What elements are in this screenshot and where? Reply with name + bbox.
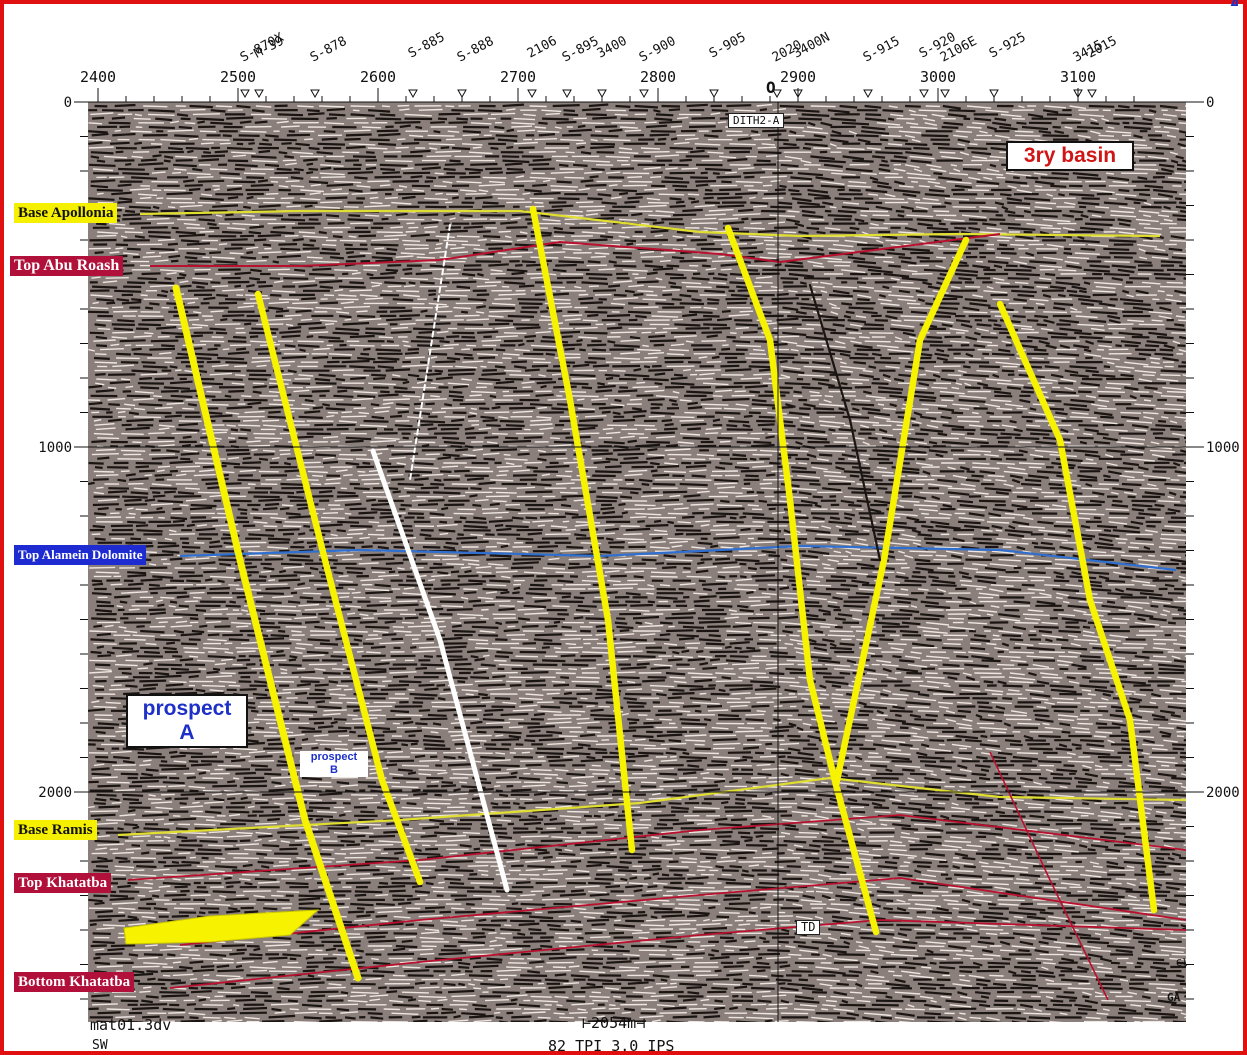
fault-6	[724, 224, 840, 789]
well-label-S-900: S-900	[637, 34, 679, 66]
td-tag: TD	[796, 920, 821, 935]
prospect-b-box: prospect B	[300, 751, 368, 777]
well-symbol	[408, 89, 418, 99]
well-symbol	[863, 89, 873, 99]
prospect-b-letter: B	[330, 764, 338, 776]
fault-5	[529, 205, 636, 854]
well-label-2015: 2015	[1085, 34, 1120, 62]
well-symbol	[989, 89, 999, 99]
right-tag-cl: Cl	[1176, 958, 1189, 969]
time-label-left-1000: 1000	[38, 440, 72, 456]
well-label-S-925: S-925	[987, 30, 1029, 62]
well-symbol	[709, 89, 719, 99]
fault-4-white-dashed	[409, 224, 451, 481]
well-symbol	[940, 89, 950, 99]
time-label-right-2000: 2000	[1206, 785, 1240, 801]
label-base-apollonia: Base Apollonia	[14, 203, 118, 223]
seismic-panel	[88, 102, 1186, 1022]
right-tag-ga: GA	[1167, 991, 1181, 1004]
horizon-base-apollonia	[139, 209, 1161, 238]
shotpoint-label-2700: 2700	[500, 68, 536, 86]
well-label-3400: 3400	[595, 34, 630, 62]
scale-bar-value: 2054m	[591, 1014, 637, 1032]
horizon-bottom-khatatba	[169, 919, 1186, 989]
fault-3-white	[370, 448, 510, 893]
well-label-S-915: S-915	[861, 34, 903, 66]
well-marker: O	[766, 78, 776, 97]
file-name: mat01.3dv	[90, 1016, 172, 1034]
well-symbol	[254, 89, 264, 99]
corner-mark: A	[1230, 0, 1240, 6]
prospect-a-letter: A	[179, 721, 195, 744]
fault-1	[172, 284, 362, 982]
well-symbol	[562, 89, 572, 99]
label-base-ramis: Base Ramis	[14, 820, 97, 840]
well-symbol	[639, 89, 649, 99]
well-symbol	[240, 89, 250, 99]
well-symbol	[793, 89, 803, 99]
well-label-S-878: S-878	[308, 34, 350, 66]
well-label-S-905: S-905	[707, 30, 749, 62]
label-bottom-khatatba: Bottom Khatatba	[14, 972, 135, 992]
well-symbol	[772, 89, 782, 99]
horizon-top-alamein	[179, 544, 1177, 572]
time-label-right-1000: 1000	[1206, 440, 1240, 456]
fault-7	[832, 236, 970, 936]
shotpoint-label-2400: 2400	[80, 68, 116, 86]
shotpoint-label-2900: 2900	[780, 68, 816, 86]
shotpoint-label-3100: 3100	[1060, 68, 1096, 86]
time-label-left-0: 0	[64, 95, 72, 111]
well-symbol	[527, 89, 537, 99]
time-label-right-0: 0	[1206, 95, 1214, 111]
prospect-a-word: prospect	[142, 697, 232, 720]
shotpoint-label-2600: 2600	[360, 68, 396, 86]
scale-info: 82 TPI 3.0 IPS	[548, 1037, 675, 1053]
label-top-abu-roash: Top Abu Roash	[10, 256, 124, 276]
label-top-alamein-dolomite: Top Alamein Dolomite	[14, 545, 147, 565]
well-symbol	[457, 89, 467, 99]
prospect-a-reservoir	[123, 909, 320, 945]
well-symbol	[310, 89, 320, 99]
shotpoint-label-2800: 2800	[640, 68, 676, 86]
horizon-top-abu-roash	[150, 233, 1001, 267]
fault-lines	[123, 205, 1158, 982]
prospect-a-box: prospect A	[126, 694, 248, 748]
fault-8	[996, 300, 1158, 914]
label-top-khatatba: Top Khatatba	[14, 873, 112, 893]
well-name-tag: DITH2-A	[728, 113, 785, 128]
fault-9-dark	[808, 283, 882, 562]
horizon-base-ramis	[117, 776, 1186, 837]
time-label-left-2000: 2000	[38, 785, 72, 801]
scale-bar: ⊢2054m⊣	[582, 1014, 646, 1032]
fault-minor-red	[989, 751, 1109, 1001]
direction-label: SW	[92, 1038, 108, 1052]
well-label-S-888: S-888	[455, 34, 497, 66]
well-label-S-885: S-885	[406, 30, 448, 62]
well-symbol	[919, 89, 929, 99]
well-label-3400N: 3400N	[791, 30, 833, 62]
basin-box: 3ry basin	[1006, 141, 1134, 171]
well-symbol	[1073, 89, 1083, 99]
prospect-b-word: prospect	[310, 751, 358, 763]
well-symbol	[597, 89, 607, 99]
well-label-2106: 2106	[525, 34, 560, 62]
horizon-lines	[117, 209, 1186, 1001]
shotpoint-label-2500: 2500	[220, 68, 256, 86]
fault-2	[254, 290, 424, 886]
shotpoint-label-3000: 3000	[920, 68, 956, 86]
well-symbol	[1087, 89, 1097, 99]
